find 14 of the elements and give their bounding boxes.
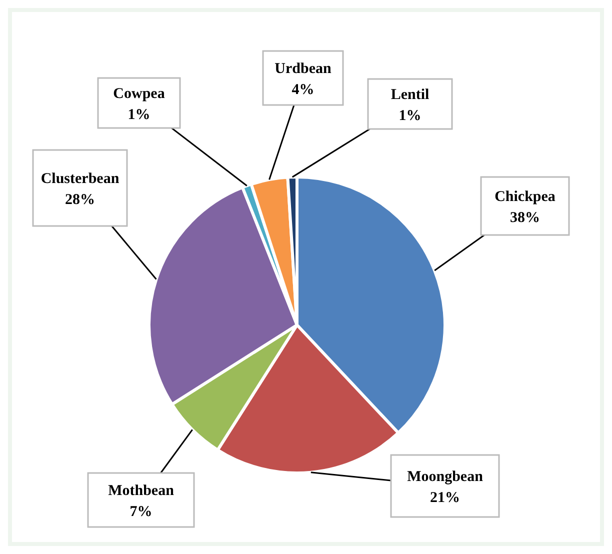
slice-label: Clusterbean <box>40 171 120 187</box>
slice-label: Mothbean <box>108 483 175 499</box>
data-label: 28% <box>65 192 95 208</box>
data-label: 38% <box>510 210 540 226</box>
data-label: 1% <box>398 108 422 124</box>
slice-label: Cowpea <box>113 86 166 102</box>
slice-label: Lentil <box>390 87 430 103</box>
data-label: 7% <box>130 504 152 520</box>
slice-label: Chickpea <box>494 189 556 205</box>
slice-label: Moongbean <box>407 469 484 485</box>
slice-label: Urdbean <box>274 61 332 77</box>
data-label: 4% <box>292 82 314 98</box>
data-label: 21% <box>430 490 460 506</box>
data-label: 1% <box>128 107 150 123</box>
